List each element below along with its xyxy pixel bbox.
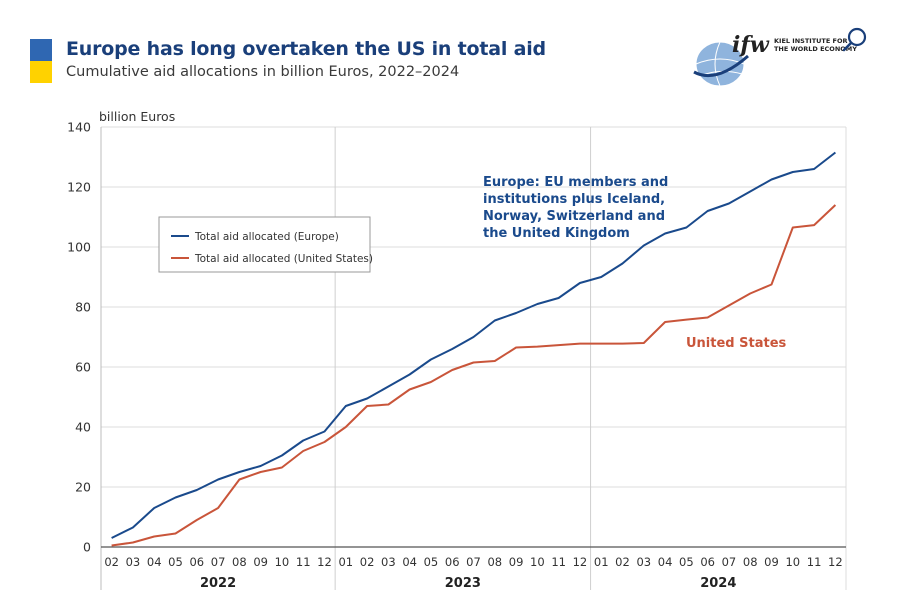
- x-tick-label: 07: [466, 555, 481, 569]
- series-lines: [111, 151, 837, 547]
- y-axis-ticks: 0 20 40 60 80 100 120 140: [67, 120, 91, 555]
- kiel-institute-logo: ifw KIEL INSTITUTE FOR THE WORLD ECONOMY: [692, 28, 872, 92]
- x-tick-label: 10: [530, 555, 545, 569]
- annotation-line: Norway, Switzerland and: [483, 209, 665, 224]
- x-tick-label: 12: [828, 555, 843, 569]
- x-tick-label: 04: [147, 555, 162, 569]
- series-line: [111, 204, 837, 547]
- x-tick-label: 03: [636, 555, 651, 569]
- y-tick-label: 100: [67, 240, 91, 255]
- x-tick-label: 01: [338, 555, 353, 569]
- y-tick-label: 40: [75, 420, 91, 435]
- x-tick-label: 04: [402, 555, 417, 569]
- annotation-text: Europe: EU members and institutions plus …: [483, 175, 668, 241]
- x-tick-label: 02: [104, 555, 119, 569]
- year-label: 2024: [700, 576, 736, 591]
- y-tick-label: 60: [75, 360, 91, 375]
- y-axis-label: billion Euros: [99, 109, 175, 124]
- x-tick-label: 08: [743, 555, 758, 569]
- x-tick-label: 07: [211, 555, 226, 569]
- chart-legend: Total aid allocated (Europe) Total aid al…: [158, 216, 373, 273]
- legend-entry: Total aid allocated (United States): [194, 253, 373, 265]
- ukraine-flag-icon: [30, 39, 52, 83]
- x-tick-label: 08: [232, 555, 247, 569]
- y-tick-label: 120: [67, 180, 91, 195]
- y-tick-label: 80: [75, 300, 91, 315]
- chart-grid: [100, 126, 847, 590]
- x-tick-label: 03: [126, 555, 141, 569]
- legend-entry: Total aid allocated (Europe): [194, 231, 339, 243]
- x-tick-label: 02: [615, 555, 630, 569]
- x-tick-label: 02: [360, 555, 375, 569]
- x-tick-label: 11: [296, 555, 311, 569]
- x-tick-label: 05: [424, 555, 439, 569]
- x-tick-label: 09: [253, 555, 268, 569]
- x-tick-label: 06: [189, 555, 204, 569]
- series-line: [111, 151, 837, 539]
- flag-blue-band: [30, 39, 52, 61]
- x-axis: 02 03 04 05 06 07 08 09 10 11 12 01 02 03 04 05 06 07 08 09…: [101, 546, 846, 591]
- annotation-line: institutions plus Iceland,: [483, 192, 665, 207]
- y-tick-label: 20: [75, 480, 91, 495]
- page-title: Europe has long overtaken the US in tota…: [66, 38, 546, 60]
- x-tick-label: 06: [445, 555, 460, 569]
- x-tick-label: 03: [381, 555, 396, 569]
- x-tick-label: 09: [764, 555, 779, 569]
- search-icon[interactable]: [842, 26, 870, 54]
- annotation-line: United States: [686, 336, 787, 351]
- year-label: 2023: [445, 576, 481, 591]
- year-label: 2022: [200, 576, 236, 591]
- legend-box: [158, 216, 371, 273]
- x-tick-label: 12: [573, 555, 588, 569]
- x-tick-label: 11: [551, 555, 566, 569]
- x-tick-label: 10: [275, 555, 290, 569]
- x-tick-label: 07: [722, 555, 737, 569]
- x-tick-label: 04: [658, 555, 673, 569]
- y-tick-label: 0: [83, 540, 91, 555]
- flag-yellow-band: [30, 61, 52, 83]
- x-tick-label: 01: [594, 555, 609, 569]
- annotation-line: Europe: EU members and: [483, 175, 668, 190]
- x-tick-label: 06: [700, 555, 715, 569]
- x-tick-label: 09: [509, 555, 524, 569]
- y-tick-label: 140: [67, 120, 91, 135]
- x-tick-label: 12: [317, 555, 332, 569]
- logo-text: ifw: [732, 32, 769, 58]
- x-tick-label: 05: [168, 555, 183, 569]
- annotation-line: the United Kingdom: [483, 226, 630, 241]
- chart-annotations: Europe: EU members and institutions plus …: [483, 175, 787, 351]
- x-tick-label: 08: [487, 555, 502, 569]
- x-tick-label: 05: [679, 555, 694, 569]
- logo-subtext: KIEL INSTITUTE FOR THE WORLD ECONOMY: [774, 37, 857, 53]
- x-tick-label: 11: [807, 555, 822, 569]
- annotation-text: United States: [686, 336, 787, 351]
- x-tick-label: 10: [785, 555, 800, 569]
- globe-icon: [693, 41, 749, 87]
- page-subtitle: Cumulative aid allocations in billion Eu…: [66, 64, 460, 80]
